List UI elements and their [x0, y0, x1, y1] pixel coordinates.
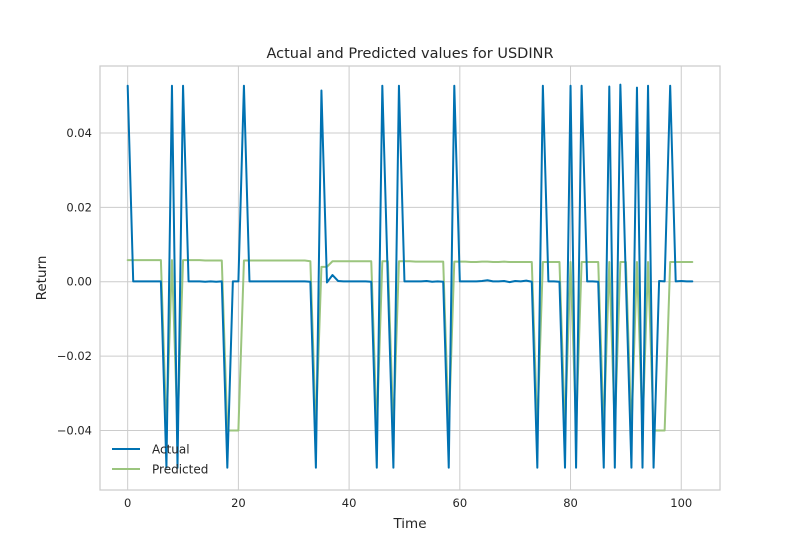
y-tick-label: 0.00 [66, 275, 92, 289]
x-tick-label: 60 [453, 496, 468, 510]
x-axis-label: Time [392, 516, 426, 532]
x-tick-label: 100 [670, 496, 692, 510]
chart-title: Actual and Predicted values for USDINR [266, 46, 553, 62]
y-tick-label: 0.02 [66, 200, 92, 214]
x-tick-label: 20 [231, 496, 246, 510]
legend: Actual Predicted [112, 443, 208, 477]
series-layer [126, 83, 694, 469]
y-axis-label: Return [34, 256, 50, 301]
actual-series-line [126, 83, 694, 469]
legend-label-actual: Actual [152, 443, 190, 457]
y-tick-label: 0.04 [66, 126, 92, 140]
x-tick-label: 0 [124, 496, 131, 510]
legend-label-predicted: Predicted [152, 463, 208, 477]
predicted-series-line [126, 259, 694, 432]
x-axis-ticks: 0 20 40 60 80 100 [124, 496, 692, 510]
y-tick-label: −0.02 [57, 349, 92, 363]
x-tick-label: 40 [342, 496, 357, 510]
plot-frame [99, 65, 721, 491]
y-tick-label: −0.04 [57, 423, 92, 437]
y-axis-ticks: −0.04 −0.02 0.00 0.02 0.04 [57, 126, 92, 438]
x-tick-label: 80 [563, 496, 578, 510]
